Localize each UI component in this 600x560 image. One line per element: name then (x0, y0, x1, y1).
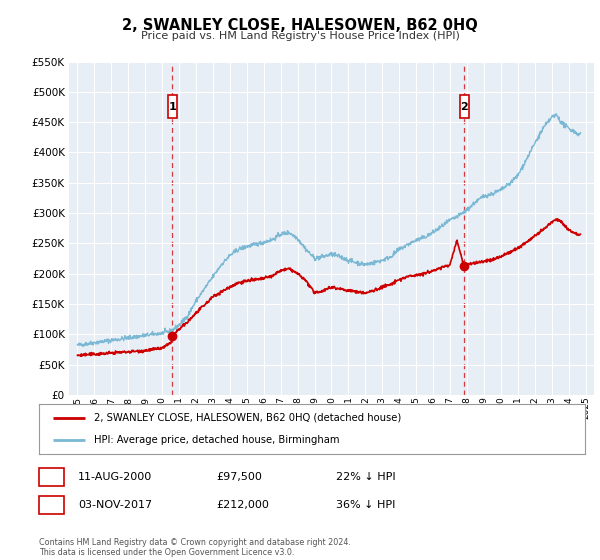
Text: 03-NOV-2017: 03-NOV-2017 (78, 500, 152, 510)
Text: This data is licensed under the Open Government Licence v3.0.: This data is licensed under the Open Gov… (39, 548, 295, 557)
Text: £212,000: £212,000 (216, 500, 269, 510)
Text: 36% ↓ HPI: 36% ↓ HPI (336, 500, 395, 510)
Text: 1: 1 (169, 101, 176, 111)
Bar (460, 95, 469, 118)
Text: 11-AUG-2000: 11-AUG-2000 (78, 472, 152, 482)
Text: Contains HM Land Registry data © Crown copyright and database right 2024.: Contains HM Land Registry data © Crown c… (39, 538, 351, 547)
Text: HPI: Average price, detached house, Birmingham: HPI: Average price, detached house, Birm… (94, 435, 339, 445)
Text: 2: 2 (460, 101, 468, 111)
Text: 22% ↓ HPI: 22% ↓ HPI (336, 472, 395, 482)
Text: 2: 2 (48, 500, 55, 510)
Text: Price paid vs. HM Land Registry's House Price Index (HPI): Price paid vs. HM Land Registry's House … (140, 31, 460, 41)
Text: 2, SWANLEY CLOSE, HALESOWEN, B62 0HQ (detached house): 2, SWANLEY CLOSE, HALESOWEN, B62 0HQ (de… (94, 413, 401, 423)
Text: 2, SWANLEY CLOSE, HALESOWEN, B62 0HQ: 2, SWANLEY CLOSE, HALESOWEN, B62 0HQ (122, 18, 478, 33)
Text: 1: 1 (48, 472, 55, 482)
Bar (168, 95, 177, 118)
Text: £97,500: £97,500 (216, 472, 262, 482)
